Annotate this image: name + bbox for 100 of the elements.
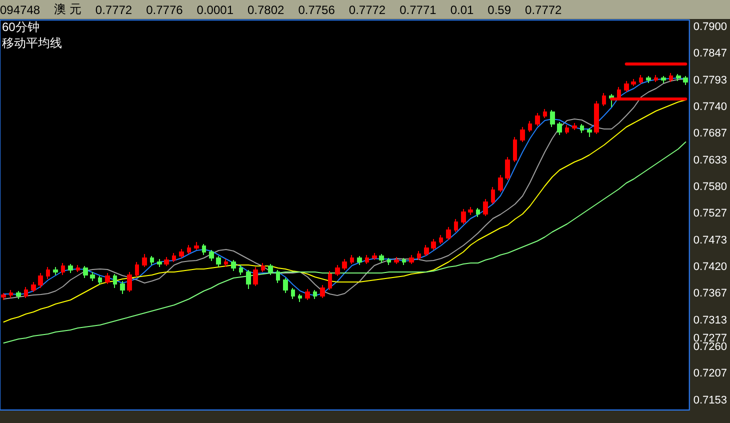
candlestick — [328, 270, 332, 290]
candlestick — [528, 120, 532, 132]
candlestick — [683, 76, 688, 86]
candlestick — [105, 272, 110, 284]
text: 0.7771 — [400, 2, 436, 16]
candlestick — [216, 256, 221, 268]
candlestick — [98, 276, 102, 286]
candlestick — [305, 288, 310, 300]
text: 0.01 — [450, 2, 474, 16]
candlestick — [365, 254, 369, 264]
candlestick — [31, 282, 36, 292]
candlestick — [90, 272, 95, 282]
candlestick — [224, 258, 228, 268]
text: 0.7776 — [146, 2, 183, 16]
candlestick — [417, 250, 421, 260]
candlestick — [24, 286, 28, 298]
candlestick — [53, 266, 58, 276]
y-tick-label: 0.7367 — [693, 288, 728, 300]
y-tick-label: 0.7580 — [693, 181, 728, 193]
chart-title: 60分钟 — [2, 20, 40, 34]
candlestick — [580, 124, 584, 134]
text: 094748 — [0, 2, 40, 16]
candlestick — [335, 264, 340, 276]
candlestick — [454, 218, 458, 232]
candlestick — [387, 258, 391, 266]
candlestick — [357, 256, 362, 266]
candlestick — [587, 128, 592, 138]
candlestick — [179, 248, 184, 258]
candlestick — [298, 294, 302, 302]
candlestick — [253, 266, 258, 286]
y-tick-label: 0.7420 — [693, 261, 728, 273]
candlestick — [231, 260, 236, 272]
candlestick — [535, 112, 540, 126]
candlestick — [431, 238, 436, 250]
line-series — [3, 142, 686, 344]
candlestick — [320, 284, 325, 298]
candlestick — [520, 126, 525, 142]
y-tick-label: 0.7153 — [693, 394, 728, 406]
candlestick — [283, 278, 288, 294]
candlestick — [602, 92, 606, 106]
candlestick — [291, 288, 295, 300]
candlestick — [461, 208, 466, 224]
candlestick — [261, 262, 265, 272]
y-tick-label: 0.7527 — [693, 208, 728, 220]
candlestick — [594, 100, 599, 134]
text: 0.0001 — [196, 2, 234, 16]
y-tick-label: 0.7313 — [693, 314, 728, 326]
candlestick — [276, 270, 280, 284]
candlestick — [135, 262, 139, 278]
candlestick — [513, 136, 517, 162]
candlestick — [61, 262, 65, 276]
y-tick-label: 0.7740 — [693, 101, 728, 113]
candlestick — [505, 156, 510, 180]
candlestick — [194, 242, 199, 250]
candlestick — [68, 264, 73, 274]
candlestick — [498, 174, 503, 192]
y-tick-label: 0.7793 — [693, 74, 728, 86]
candlestick — [572, 122, 577, 130]
y-tick-label: 0.7687 — [693, 128, 728, 140]
text: 澳 元 — [54, 1, 82, 18]
candlestick — [424, 244, 429, 256]
candlestick — [46, 266, 50, 280]
candlestick — [565, 124, 569, 134]
candlestick — [483, 198, 488, 216]
y-tick-label: 0.7847 — [693, 48, 728, 60]
candlestick — [669, 72, 673, 82]
candlestick — [631, 78, 636, 86]
candlestick — [342, 258, 347, 270]
candlestick — [76, 264, 80, 272]
candlestick — [268, 264, 273, 276]
candlestick — [379, 254, 384, 264]
text: 0.7772 — [95, 2, 132, 16]
candlestick — [446, 226, 451, 240]
candlestick — [157, 258, 162, 268]
candlestick — [394, 256, 399, 264]
candlestick — [187, 244, 191, 254]
candlestick — [550, 110, 555, 128]
candlestick — [646, 76, 651, 84]
candlestick — [202, 244, 206, 256]
candlestick — [624, 80, 629, 92]
candlestick — [16, 290, 21, 300]
candlestick — [402, 258, 406, 266]
candlestick — [491, 186, 495, 204]
y-tick-label: 0.7473 — [693, 234, 728, 246]
text: 移动平均线 — [2, 36, 62, 50]
candlestick — [38, 272, 43, 288]
candlestick — [654, 74, 658, 82]
candlestick — [609, 94, 614, 108]
candlestick — [372, 252, 377, 260]
y-tick-label: 0.7207 — [693, 368, 728, 380]
candlestick — [350, 254, 354, 264]
candlestick — [661, 76, 666, 84]
text: 0.7756 — [298, 2, 335, 16]
candlestick — [409, 254, 414, 264]
candlestick — [239, 264, 243, 276]
text: 0.59 — [488, 2, 512, 16]
candlestick — [83, 266, 88, 278]
candlestick — [468, 206, 473, 216]
candlestick — [127, 272, 132, 292]
candlestick — [209, 250, 214, 262]
